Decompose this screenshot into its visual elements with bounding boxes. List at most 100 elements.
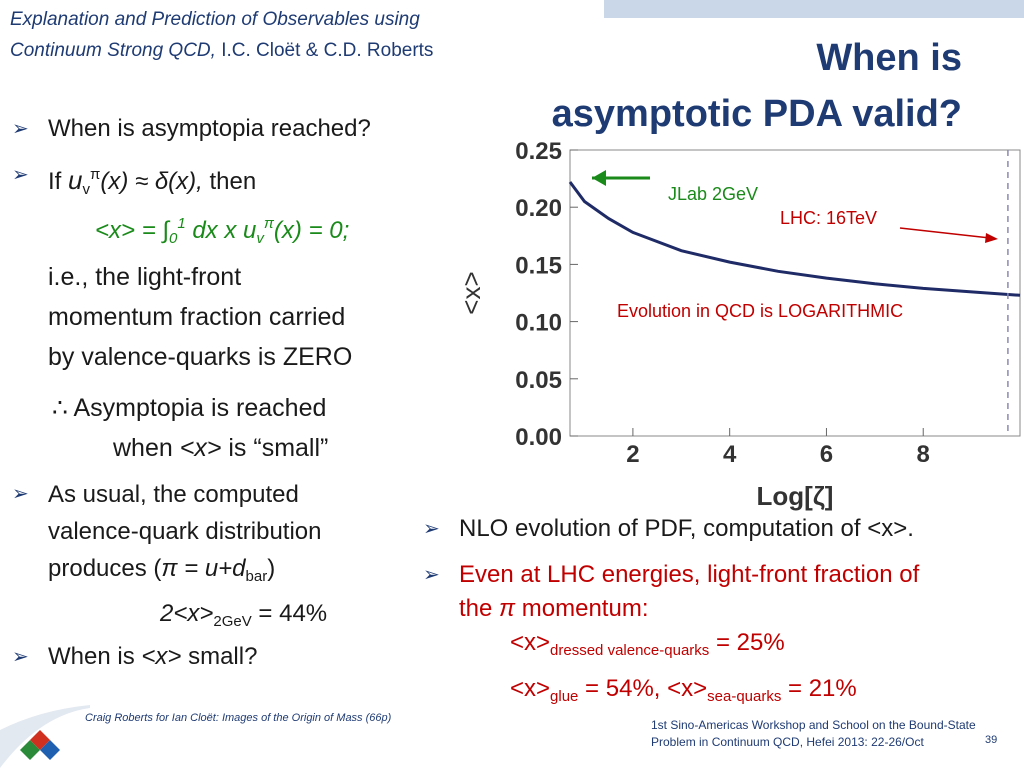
when-is-text: When is [48,643,142,670]
glue-sub: glue [550,688,579,705]
bullet-nlo: ➢ NLO evolution of PDF, computation of <… [423,512,914,546]
lhc-line-2: the π momentum: [459,592,919,626]
conference-line-1: 1st Sino-Americas Workshop and School on… [651,718,976,732]
ie-line-2: momentum fraction carried [48,303,346,331]
lhc-label: LHC: 16TeV [780,208,877,228]
as-usual-line-1: As usual, the computed [48,481,299,508]
y-tick-label: 0.00 [515,424,562,451]
title-line-1: When is [816,37,962,79]
ie-line-3: by valence-quarks is ZERO [48,343,353,371]
lhc-arrowhead-icon [985,233,998,243]
when-small-line: when <x> is “small” [113,428,328,468]
evolution-label: Evolution in QCD is LOGARITHMIC [617,301,903,321]
glue-value: = 54%, <x> [578,675,708,702]
title-line-2: asymptotic PDA valid? [551,93,962,135]
y-tick-label: 0.15 [515,252,562,279]
produces-text: produces ( [48,555,162,582]
bullet-asymptopia: ➢ When is asymptopia reached? [12,112,371,146]
the-text: the [459,595,500,622]
bullet-arrow-icon: ➢ [423,564,440,586]
two-gev-sub: 2GeV [213,613,252,630]
x-axis-label: Log[ζ] [757,481,834,511]
eq-part-b: dx x u [185,217,257,244]
logo-blue-icon [40,740,60,760]
two-x-value: 2<x>2GeV = 44% [160,597,327,639]
x-symbol: <x> [141,643,182,670]
bullet-arrow-icon: ➢ [12,646,29,668]
u-symbol: u [68,165,83,195]
x-tick-label: 8 [917,441,930,468]
reference-italic: Continuum Strong QCD, [10,40,216,61]
dressed-valence-line: <x>dressed valence-quarks = 25% [459,626,919,668]
sea-value: = 21% [781,675,857,702]
x-symbol: <x> [179,434,222,462]
dv-value: = 25% [709,629,785,656]
bullet-arrow-icon: ➢ [12,164,29,186]
as-usual-line-3: produces (π = u+dbar) [48,550,321,595]
x-tick-label: 2 [626,441,639,468]
two-x-text: 2<x> [160,600,214,627]
y-tick-label: 0.25 [515,140,562,165]
evolution-chart: 0.00 0.05 0.10 0.15 0.20 0.25 2 4 6 8 <x> Log[ζ]… [460,140,1024,515]
then-text: then [202,168,257,195]
when-text: when [113,434,180,462]
eq-lower-limit: 0 [168,230,178,247]
nlo-text: NLO evolution of PDF, computation of <x>… [459,515,914,542]
x-tick-label: 4 [723,441,737,468]
dv-x: <x> [510,629,551,656]
chart-background [460,140,1024,515]
bullet-lhc-energies: ➢ Even at LHC energies, light-front frac… [423,558,920,714]
page-number: 39 [985,734,998,746]
lhc-line-1: Even at LHC energies, light-front fracti… [459,561,920,588]
chart-series-line [568,181,1021,297]
footer-swoosh [0,705,90,768]
small-text: is “small” [221,434,329,462]
y-tick-label: 0.20 [515,195,562,222]
bullet-arrow-icon: ➢ [12,483,29,505]
glue-sea-line: <x>glue = 54%, <x>sea-quarks = 21% [459,672,919,714]
bullet-when-small: ➢ When is <x> small? [12,640,258,674]
equation-x: <x> = ∫01 dx x uvπ(x) = 0; [95,207,349,256]
dv-sub: dressed valence-quarks [550,642,710,659]
footer-conference: 1st Sino-Americas Workshop and School on… [651,717,976,751]
pi-definition: π = u+d [161,555,246,582]
plot-frame [569,149,1021,437]
pi-symbol: π [499,595,516,622]
y-tick-label: 0.05 [515,367,562,394]
x-tick-label: 6 [820,441,833,468]
eq-pi-sup: π [263,215,274,232]
slide-title: When is asymptotic PDA valid? [462,30,962,142]
forty-four-pct: = 44% [251,600,328,627]
reference-line-1: Explanation and Prediction of Observable… [10,9,420,30]
bullet-text: When is asymptopia reached? [48,115,371,142]
bullet-arrow-icon: ➢ [12,118,29,140]
top-band [604,0,1024,18]
v-subscript: v [82,181,90,198]
close-paren: ) [267,555,276,582]
jlab-label: JLab 2GeV [668,184,758,204]
bullet-if: ➢ If uvπ(x) ≈ δ(x), then [12,158,257,207]
therefore-text: ∴ Asymptopia is reached [52,394,327,422]
reference-authors: I.C. Cloët & C.D. Roberts [215,40,434,61]
eq-part-a: <x> = ∫ [95,217,169,244]
bar-subscript: bar [245,568,268,585]
small-question: small? [181,643,258,670]
eq-v-sub: v [256,230,264,247]
delta-text: (x) ≈ δ(x), [100,168,203,195]
bullet-arrow-icon: ➢ [423,518,440,540]
ie-paragraph: i.e., the light-front momentum fraction … [48,257,352,377]
ie-line-1: i.e., the light-front [48,263,242,291]
lhc-arrow [899,227,991,239]
bullet-as-usual: ➢ As usual, the computed valence-quark d… [12,476,321,595]
y-tick-label: 0.10 [515,310,562,337]
eq-part-c: (x) = 0; [273,217,350,244]
footer-decoration [0,705,90,768]
y-axis-label: <x> [460,271,486,314]
footer-author: Craig Roberts for Ian Cloët: Images of t… [85,712,392,724]
momentum-text: momentum: [515,595,649,622]
eq-upper-limit: 1 [177,215,186,232]
glue-x: <x> [510,675,551,702]
jlab-arrowhead-icon [592,170,606,186]
if-text: If [48,168,69,195]
conference-line-2: Problem in Continuum QCD, Hefei 2013: 22… [651,735,924,749]
